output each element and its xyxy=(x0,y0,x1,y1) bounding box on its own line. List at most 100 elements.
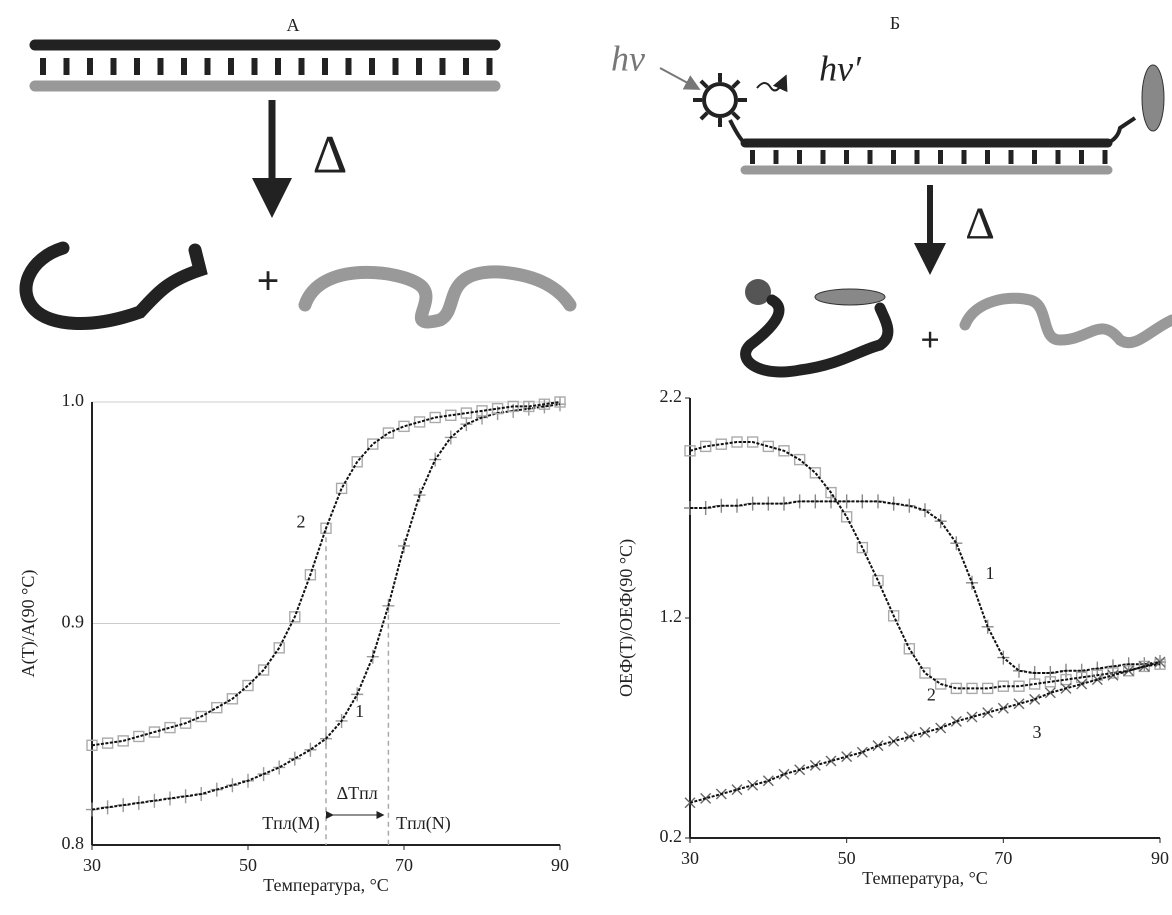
marker xyxy=(460,417,473,432)
marker xyxy=(242,679,254,692)
marker xyxy=(997,702,1009,714)
delta-label: ΔTпл xyxy=(337,783,378,803)
marker xyxy=(872,494,884,509)
y-tick-label: 2.2 xyxy=(660,386,683,406)
marker xyxy=(335,482,348,495)
melting-label: Tпл(N) xyxy=(396,813,451,834)
series-label: 2 xyxy=(927,685,936,705)
x-axis-label: Температура, °C xyxy=(862,868,988,888)
marker xyxy=(872,740,884,752)
fit-line xyxy=(91,401,561,747)
marker xyxy=(778,768,790,780)
fit-line xyxy=(689,661,1161,804)
marker xyxy=(934,678,947,690)
x-tick-label: 70 xyxy=(395,855,413,875)
marker xyxy=(288,751,301,766)
y-tick-label: 1.0 xyxy=(62,390,85,410)
heat-symbol: Δ xyxy=(313,124,348,184)
y-axis-label: ОЕФ(T)/ОЕФ(90 °C) xyxy=(616,539,637,697)
x-tick-label: 30 xyxy=(681,848,699,868)
marker xyxy=(699,440,712,453)
marker xyxy=(950,536,963,551)
marker xyxy=(273,760,286,775)
y-axis-label: A(T)/A(90 °C) xyxy=(18,570,39,678)
marker xyxy=(762,440,775,453)
series-label: 1 xyxy=(986,563,995,583)
marker xyxy=(413,416,426,428)
marker xyxy=(872,574,884,587)
marker xyxy=(148,726,161,738)
marker xyxy=(856,541,869,554)
marker xyxy=(1044,666,1057,680)
y-tick-label: 0.8 xyxy=(62,833,85,853)
plus: + xyxy=(257,258,280,303)
marker xyxy=(1044,687,1056,699)
marker xyxy=(840,494,853,509)
marker xyxy=(179,717,192,729)
diagram-b: Б hv hv′ Δ + xyxy=(611,13,1172,378)
marker xyxy=(164,721,176,734)
marker xyxy=(257,664,270,676)
marker xyxy=(778,445,790,457)
marker xyxy=(840,511,853,523)
marker xyxy=(554,396,566,408)
marker xyxy=(351,456,363,468)
x-tick-label: 70 xyxy=(994,848,1012,868)
marker xyxy=(226,693,239,705)
marker xyxy=(903,643,916,655)
charts: 0.8 0.9 1.0 30 50 70 90 Температура, °C A(T)/A(9… xyxy=(18,386,1169,895)
x-tick-label: 50 xyxy=(239,855,257,875)
excitation: hv xyxy=(611,38,645,78)
melting-label: Tпл(M) xyxy=(262,813,320,834)
marker xyxy=(950,682,963,695)
marker xyxy=(684,445,696,457)
series-label: 3 xyxy=(1033,722,1042,742)
marker xyxy=(195,710,207,723)
x-axis-label: Температура, °C xyxy=(263,875,389,895)
x-tick-label: 30 xyxy=(83,855,101,875)
x-tick-label: 50 xyxy=(838,848,856,868)
panel-label: А xyxy=(287,15,300,35)
marker xyxy=(367,438,379,450)
marker xyxy=(1123,665,1135,677)
marker xyxy=(304,742,317,757)
marker xyxy=(825,486,837,499)
marker xyxy=(133,730,145,743)
marker xyxy=(398,538,410,553)
marker xyxy=(1075,663,1088,678)
series-label: 2 xyxy=(297,511,306,531)
marker xyxy=(934,514,947,529)
marker xyxy=(289,611,301,623)
emission: hv′ xyxy=(819,48,862,88)
marker xyxy=(320,522,332,534)
marker xyxy=(809,467,822,479)
marker xyxy=(226,778,239,793)
marker xyxy=(731,784,743,796)
y-tick-label: 1.2 xyxy=(660,606,683,626)
marker xyxy=(903,731,915,743)
fit-line xyxy=(91,403,561,811)
marker xyxy=(273,642,285,654)
marker xyxy=(887,610,900,622)
marker xyxy=(1013,663,1025,678)
marker xyxy=(1138,657,1151,672)
marker xyxy=(1138,660,1151,673)
marker xyxy=(903,498,916,513)
marker xyxy=(793,453,806,466)
fit-line xyxy=(689,441,1161,690)
marker xyxy=(825,755,837,767)
marker xyxy=(117,735,129,747)
x-tick-label: 90 xyxy=(551,855,569,875)
series-label: 1 xyxy=(355,701,364,721)
marker xyxy=(211,701,223,714)
marker xyxy=(950,715,962,727)
fit-line xyxy=(690,500,1161,674)
marker xyxy=(382,427,395,439)
y-tick-label: 0.9 xyxy=(62,612,85,632)
marker xyxy=(856,746,868,758)
diagram-a: А Δ + xyxy=(19,15,577,331)
heat-symbol: Δ xyxy=(965,198,995,249)
marker xyxy=(398,420,410,433)
